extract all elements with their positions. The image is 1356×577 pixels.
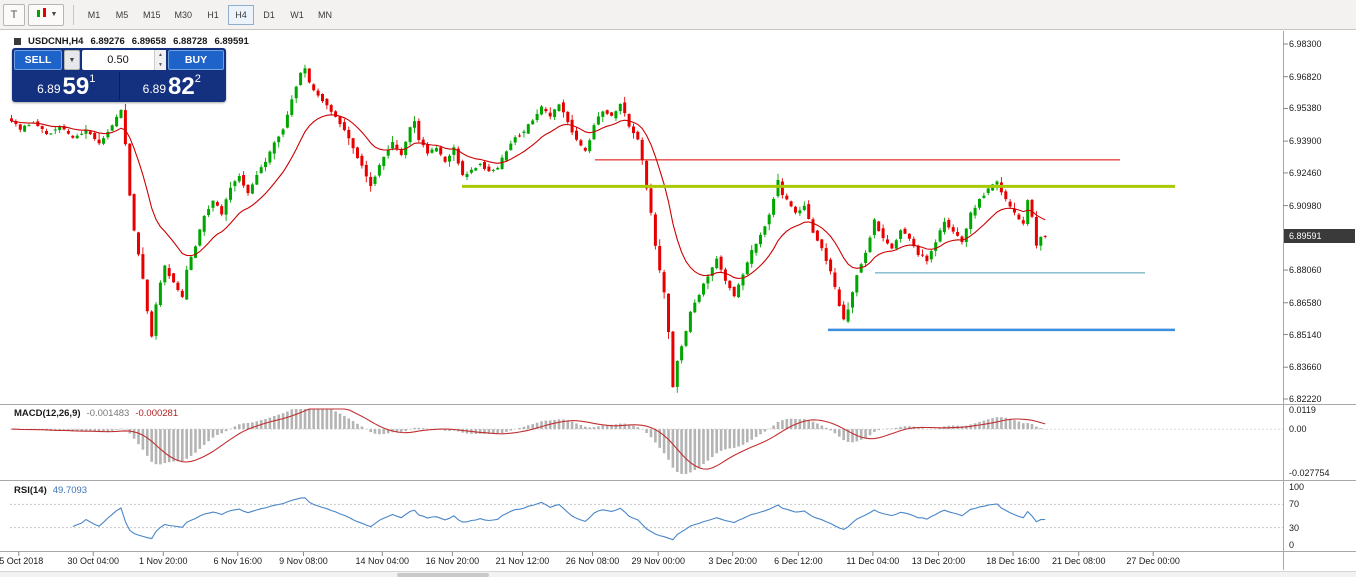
time-axis-label: 13 Dec 20:00 — [911, 556, 966, 566]
rsi-line — [72, 497, 1046, 541]
chart-window-icon — [14, 38, 21, 45]
lot-size-value: 0.50 — [107, 54, 129, 66]
time-axis-label: 16 Nov 20:00 — [425, 556, 480, 566]
ohlc-low: 6.88728 — [173, 36, 208, 47]
macd-axis-label: 0.00 — [1289, 424, 1307, 435]
sell-button[interactable]: SELL — [14, 50, 62, 70]
candlestick-series[interactable] — [10, 64, 1047, 393]
tool-button-label: T — [10, 8, 18, 21]
buy-button-label: BUY — [184, 54, 208, 66]
candlestick-mode-icon — [35, 6, 49, 23]
rsi-axis: 100 70 30 0 — [1289, 0, 1355, 577]
buy-price-base: 6.89 — [142, 82, 167, 96]
timeframe-button-m1[interactable]: M1 — [87, 9, 101, 20]
buy-button[interactable]: BUY — [168, 50, 224, 70]
macd-axis-label: -0.027754 — [1289, 468, 1330, 478]
time-axis-label: 30 Oct 04:00 — [67, 556, 119, 566]
time-axis-label: 11 Dec 04:00 — [846, 556, 900, 566]
tool-button[interactable]: T — [3, 3, 25, 26]
lot-size-stepper: ▲ ▼ — [154, 50, 166, 70]
time-axis-label: 29 Nov 00:00 — [631, 556, 686, 566]
sell-price-base: 6.89 — [37, 82, 61, 96]
time-axis-label: 25 Oct 2018 — [0, 556, 44, 566]
macd-signal-line — [11, 408, 1046, 470]
one-click-trading-panel: SELL ▼ 0.50 ▲ ▼ BUY 6.89 59 1 6.89 82 2 — [12, 48, 226, 102]
moving-average-line — [11, 114, 1046, 279]
price-axis-label: 6.90980 — [1289, 200, 1322, 211]
price-axis-label: 6.85140 — [1289, 329, 1322, 340]
macd-main-value: -0.001483 — [86, 408, 130, 419]
price-axis-label: 6.83660 — [1289, 362, 1322, 373]
macd-axis-label: 0.0119 — [1289, 405, 1316, 415]
time-axis-label: 26 Nov 08:00 — [565, 556, 620, 566]
time-axis-label: 1 Nov 20:00 — [139, 556, 188, 566]
rsi-axis-label: 30 — [1289, 522, 1300, 533]
macd-axis: 0.0119 0.00 -0.027754 — [1289, 0, 1355, 577]
price-axis-label: 6.82220 — [1289, 394, 1322, 404]
rsi-label: RSI(14) — [14, 485, 47, 496]
buy-price-pipette: 2 — [194, 73, 201, 85]
chevron-down-icon: ▼ — [50, 11, 58, 18]
time-axis-label: 21 Dec 08:00 — [1051, 556, 1106, 566]
time-axis: 25 Oct 2018 30 Oct 04:00 1 Nov 20:00 6 Nov … — [0, 556, 1356, 570]
horizontal-scrollbar[interactable] — [0, 571, 1356, 577]
time-axis-label: 14 Nov 04:00 — [355, 556, 410, 566]
symbol-period-label: USDCNH,H4 — [28, 36, 84, 47]
sell-price-pipette: 1 — [89, 73, 96, 85]
timeframe-button-m15[interactable]: M15 — [143, 9, 161, 20]
timeframe-toolbar: M1 M5 M15 M30 H1 H4 D1 W1 MN — [80, 4, 339, 25]
time-axis-label: 27 Dec 00:00 — [1126, 556, 1180, 566]
timeframe-button-w1[interactable]: W1 — [290, 9, 304, 20]
macd-header: MACD(12,26,9) -0.001483 -0.000281 — [14, 408, 178, 419]
chevron-down-icon: ▼ — [68, 56, 76, 64]
price-axis-label: 6.88060 — [1289, 265, 1322, 276]
buy-price-display[interactable]: 6.89 82 2 — [120, 72, 225, 100]
lot-increase-button[interactable]: ▲ — [155, 50, 166, 60]
timeframe-button-m30[interactable]: M30 — [174, 9, 193, 20]
timeframe-button-d1[interactable]: D1 — [263, 9, 275, 20]
sell-price-pips: 59 — [62, 73, 90, 100]
panel-separators — [0, 31, 1356, 570]
price-axis-label: 6.96820 — [1289, 71, 1322, 82]
rsi-header: RSI(14) 49.7093 — [14, 485, 87, 496]
ohlc-high: 6.89658 — [131, 36, 167, 47]
price-axis-label: 6.92460 — [1289, 167, 1322, 178]
toolbar-separator — [73, 4, 74, 25]
one-click-options-dropdown[interactable]: ▼ — [64, 50, 80, 70]
price-axis-label: 6.93900 — [1289, 136, 1322, 147]
timeframe-button-h1[interactable]: H1 — [207, 9, 219, 20]
ohlc-open: 6.89276 — [90, 36, 125, 47]
lot-size-field[interactable]: 0.50 ▲ ▼ — [82, 50, 166, 70]
time-axis-label: 21 Nov 12:00 — [495, 556, 550, 566]
macd-label: MACD(12,26,9) — [14, 408, 81, 419]
time-axis-label: 9 Nov 08:00 — [279, 556, 328, 566]
time-axis-label: 3 Dec 20:00 — [708, 556, 757, 566]
top-toolbar: T ▼ M1 M5 M15 M30 H1 H4 D1 W1 MN — [0, 0, 1356, 30]
time-axis-label: 6 Nov 16:00 — [213, 556, 263, 566]
chart-ohlc-header: USDCNH,H4 6.89276 6.89658 6.88728 6.8959… — [14, 36, 249, 47]
timeframe-button-m5[interactable]: M5 — [115, 9, 129, 20]
timeframe-button-h4[interactable]: H4 — [228, 4, 255, 25]
chart-type-dropdown[interactable]: ▼ — [28, 3, 64, 26]
rsi-value: 49.7093 — [52, 485, 88, 496]
time-axis-label: 6 Dec 12:00 — [774, 556, 823, 566]
scrollbar-thumb[interactable] — [397, 573, 489, 577]
timeframe-button-mn[interactable]: MN — [318, 9, 333, 20]
current-price-badge: 6.89591 — [1284, 229, 1355, 244]
price-axis-label: 6.86580 — [1289, 297, 1322, 308]
ohlc-close: 6.89591 — [214, 36, 249, 47]
rsi-axis-label: 0 — [1289, 540, 1295, 550]
rsi-axis-label: 100 — [1289, 482, 1305, 492]
lot-decrease-button[interactable]: ▼ — [155, 60, 166, 70]
price-axis-label: 6.95380 — [1289, 103, 1322, 114]
buy-price-pips: 82 — [168, 73, 195, 100]
rsi-axis-label: 70 — [1289, 499, 1300, 510]
sell-button-label: SELL — [24, 54, 52, 66]
sell-price-display[interactable]: 6.89 59 1 — [14, 72, 120, 100]
macd-signal-value: -0.000281 — [135, 408, 179, 419]
price-axis: 6.98300 6.96820 6.95380 6.93900 6.92460 6.909… — [1289, 0, 1355, 577]
time-axis-label: 18 Dec 16:00 — [986, 556, 1040, 566]
price-axis-label: 6.98300 — [1289, 39, 1322, 49]
